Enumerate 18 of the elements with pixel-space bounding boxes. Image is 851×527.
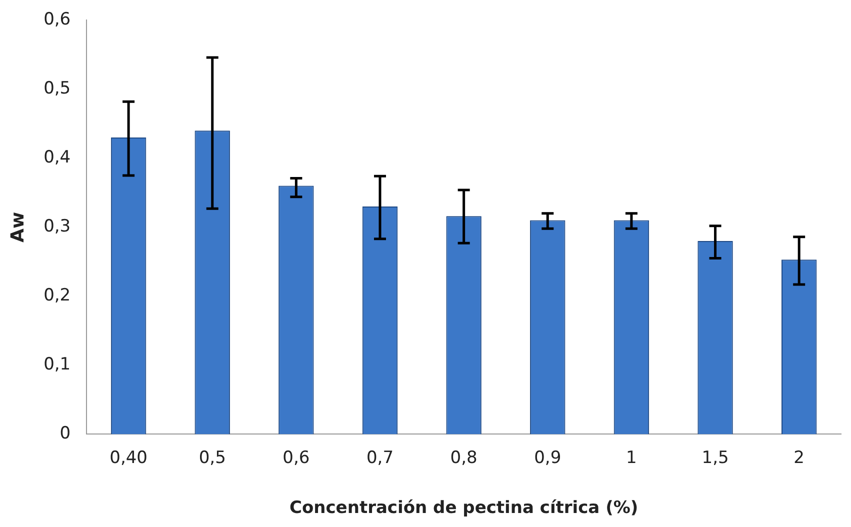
- x-tick-label: 1: [626, 448, 637, 468]
- x-tick-label: 1,5: [702, 448, 729, 468]
- x-axis-title: Concentración de pectina cítrica (%): [289, 498, 638, 518]
- x-tick-label: 0,7: [366, 448, 394, 468]
- y-axis-title: Aw: [7, 212, 28, 242]
- x-tick-label: 0,40: [110, 448, 148, 468]
- y-tick-label: 0,5: [44, 78, 71, 99]
- y-tick-label: 0,6: [44, 10, 71, 30]
- y-tick-label: 0,2: [44, 286, 71, 306]
- x-tick-label: 0,5: [198, 448, 226, 468]
- y-tick-label: 0,1: [44, 354, 71, 375]
- x-tick-label: 2: [794, 448, 805, 468]
- y-tick-label: 0,3: [44, 216, 71, 237]
- x-tick-label: 0,6: [282, 448, 310, 468]
- x-tick-label: 0,9: [534, 448, 562, 468]
- x-tick-label: 0,8: [450, 448, 478, 468]
- y-tick-label: 0: [60, 424, 71, 444]
- y-tick-label: 0,4: [44, 148, 71, 168]
